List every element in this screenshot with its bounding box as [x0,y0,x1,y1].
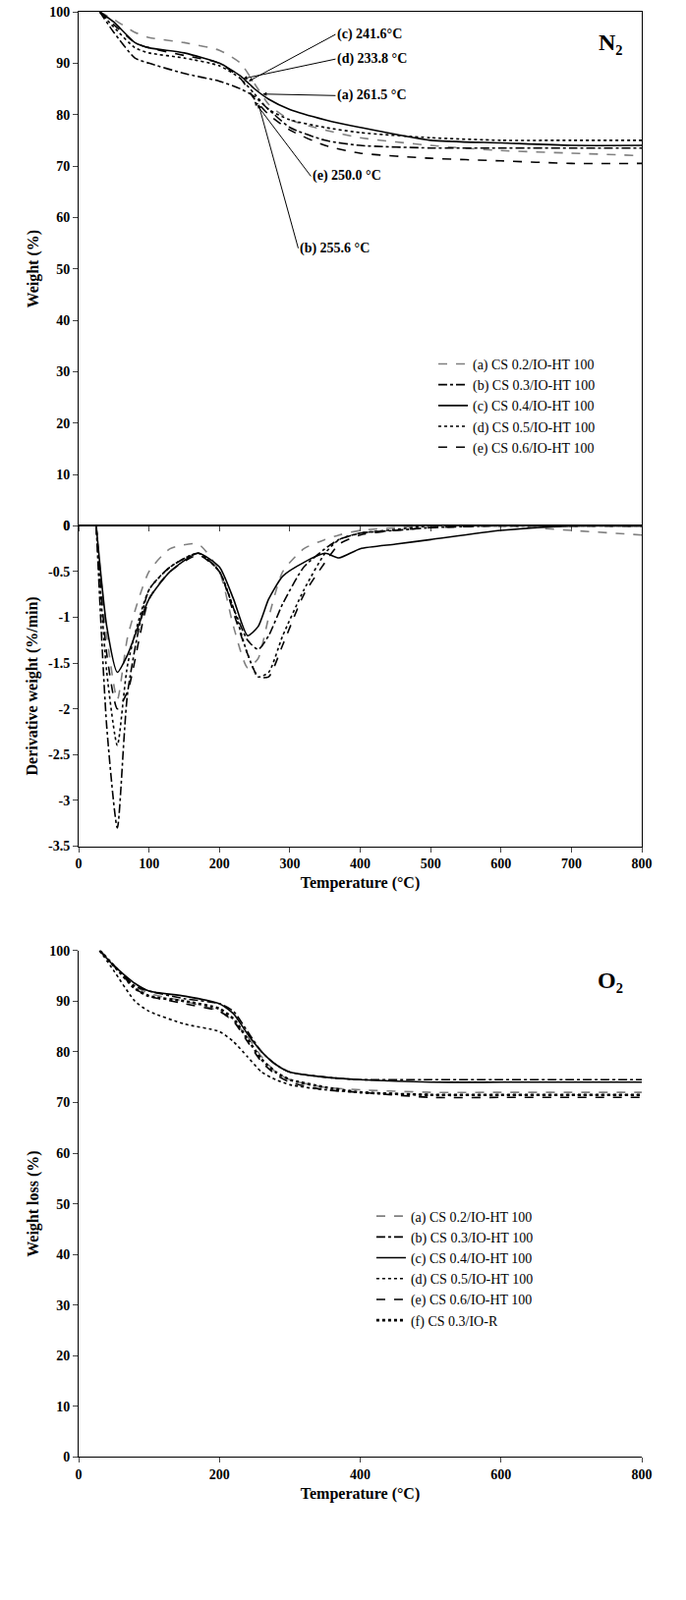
svg-text:0: 0 [62,518,70,534]
svg-text:200: 200 [209,857,230,872]
svg-text:(a) CS 0.2/IO-HT 100: (a) CS 0.2/IO-HT 100 [410,1210,532,1227]
svg-text:70: 70 [56,159,70,174]
svg-text:Weight loss (%): Weight loss (%) [24,1150,43,1258]
svg-text:60: 60 [56,210,70,226]
svg-text:Temperature (°C): Temperature (°C) [300,874,420,893]
svg-text:80: 80 [56,1045,70,1061]
svg-text:30: 30 [56,364,70,380]
svg-text:(e) CS 0.6/IO-HT 100: (e) CS 0.6/IO-HT 100 [410,1293,532,1310]
svg-text:10: 10 [56,1400,70,1416]
svg-text:-2: -2 [58,702,71,718]
svg-text:20: 20 [56,1349,70,1365]
svg-text:40: 40 [56,1248,70,1263]
svg-text:70: 70 [56,1095,70,1111]
svg-text:(d) CS 0.5/IO-HT 100: (d) CS 0.5/IO-HT 100 [410,1272,533,1289]
svg-text:(e) 250.0 °C: (e) 250.0 °C [312,168,382,184]
svg-text:400: 400 [349,857,371,872]
svg-text:400: 400 [349,1468,371,1484]
svg-text:Weight (%): Weight (%) [24,229,43,309]
svg-text:0: 0 [75,1468,83,1484]
svg-text:50: 50 [56,1198,70,1213]
svg-text:O₂: O₂ [597,968,624,994]
svg-text:-1: -1 [58,610,71,626]
svg-text:600: 600 [490,1468,512,1484]
svg-text:100: 100 [49,944,70,960]
svg-text:(a) CS 0.2/IO-HT 100: (a) CS 0.2/IO-HT 100 [472,357,594,374]
svg-text:100: 100 [49,4,70,20]
svg-text:90: 90 [56,994,70,1010]
svg-text:30: 30 [56,1299,70,1315]
svg-text:60: 60 [56,1146,70,1162]
svg-text:(b) CS 0.3/IO-HT 100: (b) CS 0.3/IO-HT 100 [410,1231,533,1248]
svg-text:(e) CS 0.6/IO-HT 100: (e) CS 0.6/IO-HT 100 [472,441,594,458]
svg-text:300: 300 [279,857,300,872]
svg-text:40: 40 [56,313,70,329]
svg-text:500: 500 [420,857,442,872]
svg-text:(d) 233.8 °C: (d) 233.8 °C [337,51,407,67]
svg-text:-3.5: -3.5 [48,839,70,855]
svg-text:Temperature (°C): Temperature (°C) [300,1486,420,1504]
svg-text:90: 90 [56,56,70,71]
svg-text:0: 0 [62,518,70,534]
svg-text:80: 80 [56,108,70,123]
svg-text:(b) 255.6 °C: (b) 255.6 °C [299,240,370,257]
svg-text:Derivative weight (%/min): Derivative weight (%/min) [23,596,42,776]
svg-text:(b) CS 0.3/IO-HT 100: (b) CS 0.3/IO-HT 100 [472,378,595,395]
svg-text:0: 0 [75,857,83,872]
svg-text:(c) CS 0.4/IO-HT 100: (c) CS 0.4/IO-HT 100 [472,399,594,415]
svg-text:0: 0 [62,1450,70,1466]
svg-text:10: 10 [56,467,70,483]
svg-text:(c) 241.6°C: (c) 241.6°C [337,26,402,43]
svg-text:-2.5: -2.5 [48,747,70,763]
svg-text:700: 700 [561,857,582,872]
svg-text:-1.5: -1.5 [48,656,70,672]
svg-text:-0.5: -0.5 [48,565,70,580]
svg-text:100: 100 [138,857,160,872]
svg-text:800: 800 [631,1468,653,1484]
svg-text:20: 20 [56,416,70,432]
svg-text:200: 200 [209,1468,230,1484]
svg-text:600: 600 [490,857,512,872]
svg-text:50: 50 [56,262,70,278]
svg-text:-3: -3 [58,794,71,809]
svg-text:(d) CS 0.5/IO-HT 100: (d) CS 0.5/IO-HT 100 [472,420,595,437]
svg-text:N₂: N₂ [598,29,624,56]
svg-text:(c) CS 0.4/IO-HT 100: (c) CS 0.4/IO-HT 100 [410,1252,532,1268]
svg-text:800: 800 [631,857,653,872]
svg-text:(a) 261.5 °C: (a) 261.5 °C [337,87,407,104]
svg-text:(f) CS 0.3/IO-R: (f) CS 0.3/IO-R [410,1314,499,1331]
